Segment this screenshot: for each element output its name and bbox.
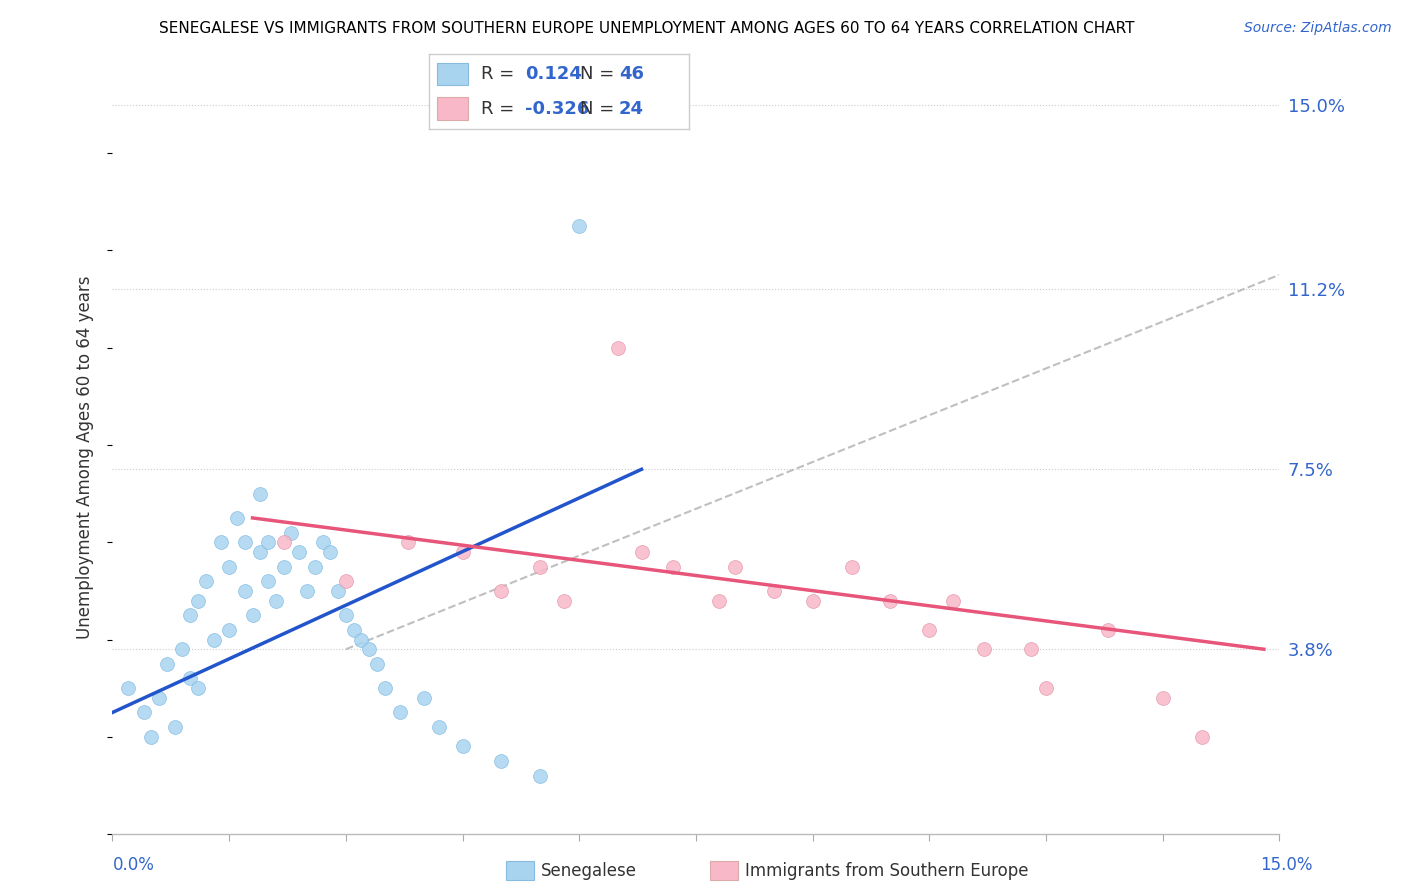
Text: Immigrants from Southern Europe: Immigrants from Southern Europe: [745, 862, 1029, 880]
Point: [226, 511, 249, 525]
Point: [187, 593, 209, 607]
Point: [724, 559, 747, 574]
Point: [529, 559, 551, 574]
Text: 46: 46: [619, 65, 644, 83]
Point: [491, 583, 513, 598]
Point: [249, 545, 271, 559]
Point: [273, 535, 295, 549]
Point: [132, 706, 155, 720]
Point: [218, 559, 240, 574]
Point: [709, 593, 731, 607]
Point: [1152, 690, 1174, 705]
Point: [451, 739, 474, 754]
Text: R =: R =: [481, 100, 520, 118]
Point: [1019, 642, 1042, 657]
Point: [187, 681, 209, 695]
Point: [451, 545, 474, 559]
Point: [179, 672, 201, 686]
Point: [973, 642, 995, 657]
Point: [179, 608, 201, 623]
Point: [661, 559, 683, 574]
Text: 15.0%: 15.0%: [1260, 855, 1313, 873]
Text: -0.326: -0.326: [524, 100, 589, 118]
Point: [1097, 623, 1119, 637]
Point: [389, 706, 412, 720]
Point: [148, 690, 170, 705]
Point: [141, 730, 163, 744]
Point: [568, 219, 591, 234]
Point: [879, 593, 901, 607]
Point: [553, 593, 575, 607]
Point: [918, 623, 941, 637]
Point: [374, 681, 396, 695]
Point: [942, 593, 965, 607]
Point: [529, 769, 551, 783]
Text: Source: ZipAtlas.com: Source: ZipAtlas.com: [1244, 21, 1392, 35]
Point: [273, 559, 295, 574]
Point: [242, 608, 264, 623]
Point: [335, 574, 357, 589]
FancyBboxPatch shape: [437, 62, 468, 86]
Point: [156, 657, 179, 671]
Point: [366, 657, 388, 671]
Point: [311, 535, 333, 549]
Text: N =: N =: [579, 65, 620, 83]
Point: [1191, 730, 1213, 744]
Point: [249, 486, 271, 500]
Point: [412, 690, 434, 705]
Text: 0.0%: 0.0%: [112, 855, 155, 873]
Point: [427, 720, 450, 734]
Point: [1035, 681, 1057, 695]
Point: [172, 642, 194, 657]
Text: 0.124: 0.124: [524, 65, 582, 83]
Point: [163, 720, 186, 734]
Point: [762, 583, 785, 598]
Point: [264, 593, 287, 607]
Point: [194, 574, 217, 589]
Point: [233, 535, 256, 549]
Text: R =: R =: [481, 65, 520, 83]
Point: [202, 632, 225, 647]
FancyBboxPatch shape: [437, 97, 468, 120]
Point: [359, 642, 381, 657]
Point: [218, 623, 240, 637]
Point: [304, 559, 326, 574]
Point: [335, 608, 357, 623]
Point: [491, 754, 513, 768]
Point: [343, 623, 366, 637]
Point: [607, 341, 630, 355]
Point: [209, 535, 232, 549]
Text: SENEGALESE VS IMMIGRANTS FROM SOUTHERN EUROPE UNEMPLOYMENT AMONG AGES 60 TO 64 Y: SENEGALESE VS IMMIGRANTS FROM SOUTHERN E…: [159, 21, 1135, 36]
Text: N =: N =: [579, 100, 620, 118]
Point: [350, 632, 373, 647]
Point: [233, 583, 256, 598]
Point: [319, 545, 342, 559]
Point: [257, 535, 280, 549]
Point: [117, 681, 139, 695]
Y-axis label: Unemployment Among Ages 60 to 64 years: Unemployment Among Ages 60 to 64 years: [76, 276, 94, 639]
Point: [396, 535, 419, 549]
Point: [630, 545, 652, 559]
Point: [295, 583, 318, 598]
Point: [288, 545, 311, 559]
Point: [326, 583, 349, 598]
Text: Senegalese: Senegalese: [541, 862, 637, 880]
Point: [801, 593, 824, 607]
Point: [841, 559, 863, 574]
Point: [257, 574, 280, 589]
Point: [280, 525, 302, 540]
Text: 24: 24: [619, 100, 644, 118]
